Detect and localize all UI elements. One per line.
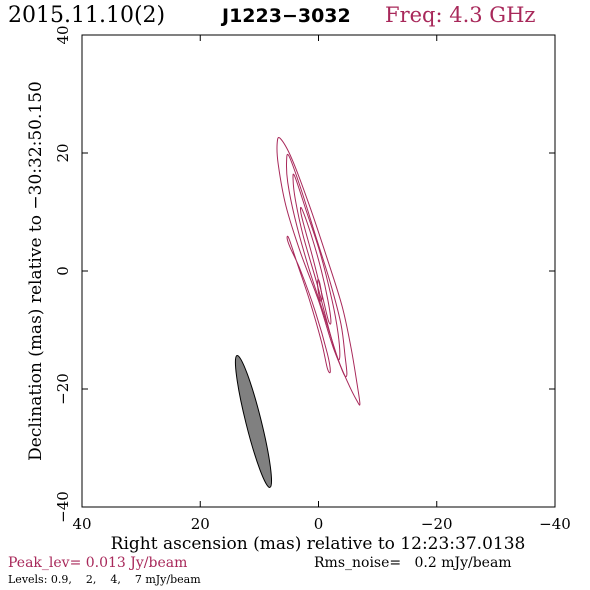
y-tick-labels: −40 −20 0 20 40 — [54, 25, 72, 522]
x-axis-title: Right ascension (mas) relative to 12:23:… — [111, 534, 526, 554]
y-tick-label: 40 — [54, 25, 72, 44]
contour-lines — [276, 137, 361, 406]
contour-level-7 — [317, 278, 323, 302]
rms-noise: Rms_noise= 0.2 mJy/beam — [314, 555, 512, 571]
beam — [234, 354, 273, 488]
contour-level-0_9 — [286, 235, 331, 374]
x-tick-label: 0 — [314, 515, 324, 533]
contour-level-2 — [285, 153, 348, 378]
y-tick-label: −20 — [54, 373, 72, 405]
x-tick-labels: 40 20 0 −20 −40 — [72, 515, 570, 533]
contour-levels: Levels: 0.9, 2, 4, 7 mJy/beam — [8, 573, 201, 586]
y-tick-label: −40 — [54, 491, 72, 523]
x-tick-label: 20 — [191, 515, 210, 533]
contour-level-7 — [299, 206, 332, 325]
y-tick-label: 0 — [54, 266, 72, 276]
peak-level: Peak_lev= 0.013 Jy/beam — [8, 555, 187, 571]
plot-frame — [81, 34, 556, 508]
contour-level-4 — [292, 173, 341, 361]
x-tick-label: −20 — [421, 515, 453, 533]
y-tick-label: 20 — [54, 143, 72, 162]
x-tick-label: −40 — [539, 515, 571, 533]
axis-ticks — [81, 34, 556, 508]
beam-ellipse — [234, 354, 273, 488]
contour-level-0_9 — [276, 137, 361, 406]
source-name: J1223−3032 — [220, 5, 351, 27]
x-tick-label: 40 — [72, 515, 91, 533]
frequency-label: Freq: 4.3 GHz — [385, 3, 535, 27]
observation-date: 2015.11.10(2) — [8, 3, 165, 28]
y-axis-title: Declination (mas) relative to −30:32:50.… — [26, 81, 46, 461]
